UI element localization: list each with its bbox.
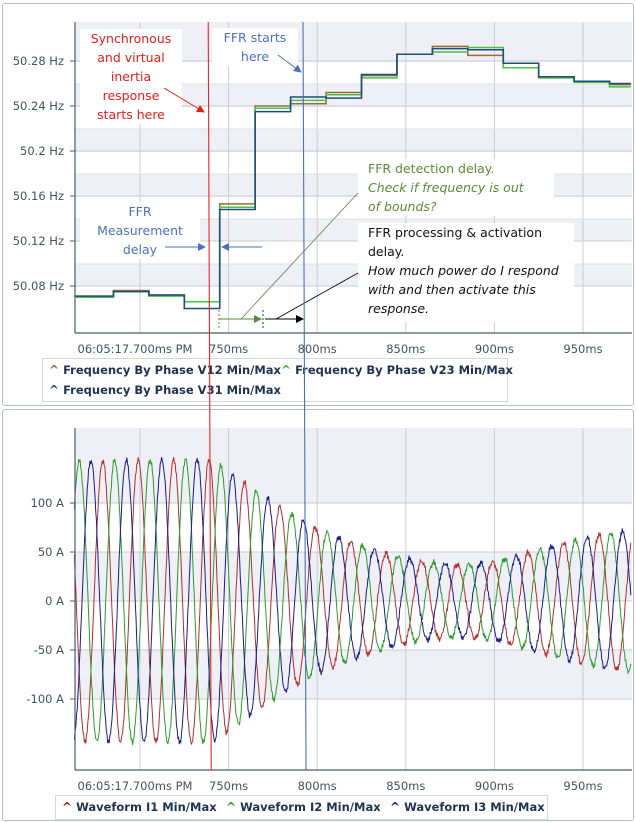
detection-delay-annotation: FFR detection delay. Check if frequency … [358, 159, 554, 216]
caret-up-icon: ^ [49, 363, 60, 377]
processing-delay-annotation: FFR processing & activation delay. How m… [358, 223, 574, 322]
caret-up-icon: ^ [49, 383, 60, 397]
caret-up-icon: ^ [226, 800, 237, 814]
legend-item-i3[interactable]: ^ Waveform I3 Min/Max [390, 800, 545, 814]
current-legend: ^ Waveform I1 Min/Max ^ Waveform I2 Min/Ma… [55, 795, 548, 820]
inertia-annotation: Synchronous and virtual inertia response… [80, 29, 182, 124]
processing-title-line: FFR processing & activation [368, 225, 543, 240]
inertia-text-line: inertia [110, 69, 152, 84]
legend-label: Frequency By Phase V23 Min/Max [295, 363, 513, 377]
legend-item-v31[interactable]: ^ Frequency By Phase V31 Min/Max [49, 383, 281, 397]
caret-up-icon: ^ [281, 363, 292, 377]
measurement-text-line: delay [122, 242, 158, 257]
legend-item-v23[interactable]: ^ Frequency By Phase V23 Min/Max [281, 363, 513, 377]
legend-label: Waveform I3 Min/Max [404, 800, 545, 814]
detection-note-line: of bounds? [368, 199, 437, 214]
processing-title-line: delay. [368, 244, 405, 259]
measurement-delay-annotation: FFR Measurement delay [80, 202, 200, 259]
caret-up-icon: ^ [62, 800, 73, 814]
legend-item-i1[interactable]: ^ Waveform I1 Min/Max [62, 800, 217, 814]
processing-note-line: response. [368, 301, 430, 316]
measurement-text-line: FFR [128, 204, 152, 219]
current-chart-panel [2, 409, 634, 821]
ffr-start-annotation: FFR starts here [212, 28, 298, 66]
processing-note-line: with and then activate this [368, 282, 536, 297]
inertia-text-line: starts here [97, 107, 165, 122]
measurement-text-line: Measurement [97, 223, 183, 238]
frequency-legend: ^ Frequency By Phase V12 Min/Max ^ Frequen… [42, 358, 513, 402]
legend-label: Frequency By Phase V12 Min/Max [63, 363, 281, 377]
inertia-text-line: response [102, 88, 160, 103]
legend-item-i2[interactable]: ^ Waveform I2 Min/Max [226, 800, 381, 814]
legend-label: Waveform I2 Min/Max [240, 800, 381, 814]
detection-note-line: Check if frequency is out [368, 180, 524, 195]
ffr-start-text-line: here [240, 49, 270, 64]
frequency-chart-panel [2, 3, 634, 406]
detection-title: FFR detection delay. [368, 161, 495, 176]
inertia-text-line: and virtual [97, 50, 165, 65]
legend-label: Waveform I1 Min/Max [76, 800, 217, 814]
ffr-start-text-line: FFR starts [223, 30, 287, 45]
legend-item-v12[interactable]: ^ Frequency By Phase V12 Min/Max [49, 363, 281, 377]
caret-up-icon: ^ [390, 800, 401, 814]
legend-label: Frequency By Phase V31 Min/Max [63, 383, 281, 397]
inertia-text-line: Synchronous [90, 31, 172, 46]
processing-note-line: How much power do I respond [368, 263, 559, 278]
